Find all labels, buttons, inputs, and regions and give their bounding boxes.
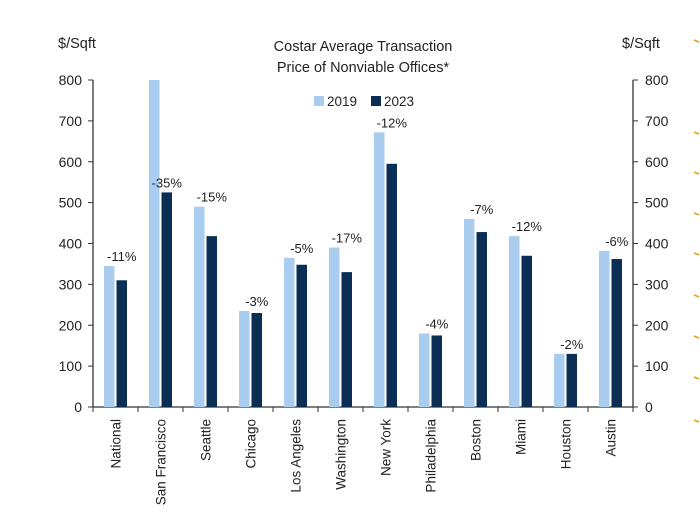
data-label: -15%	[197, 190, 228, 205]
legend-swatch-2019	[314, 96, 324, 106]
bar-2023	[521, 255, 532, 407]
edge-tick	[693, 419, 700, 423]
y-tick-label-left: 500	[59, 195, 83, 211]
data-label: -5%	[290, 241, 314, 256]
edge-tick	[693, 376, 700, 380]
data-label: -7%	[470, 202, 494, 217]
y-tick-label-right: 300	[645, 276, 669, 292]
category-labels: National San Francisco Seattle Chicago Los A…	[109, 419, 619, 506]
edge-tick	[693, 252, 700, 256]
y-tick-label-left: 200	[59, 317, 83, 333]
bar-2019	[329, 247, 340, 407]
bar-2019	[509, 236, 520, 407]
y-tick-label-left: 800	[59, 72, 83, 88]
category-label: Houston	[559, 419, 574, 469]
category-label: Los Angeles	[289, 419, 304, 493]
y-tick-label-left: 0	[74, 399, 82, 415]
bar-2019	[194, 206, 205, 407]
bar-2023	[386, 163, 397, 407]
bar-2019	[239, 310, 250, 407]
edge-tick	[693, 171, 700, 175]
category-label: Seattle	[199, 419, 214, 461]
edge-tick	[693, 131, 700, 135]
bar-2023	[431, 335, 442, 407]
bar-2019	[104, 265, 115, 407]
y-axis-unit-left: $/Sqft	[58, 36, 96, 52]
bar-2023	[251, 312, 262, 407]
category-label: New York	[379, 419, 394, 476]
bar-2019	[284, 257, 295, 407]
bar-2019	[419, 333, 430, 407]
legend: 2019 2023	[314, 94, 414, 109]
data-label: -11%	[107, 249, 137, 264]
bar-2023	[611, 259, 622, 407]
bar-2023	[476, 232, 487, 407]
y-tick-label-right: 700	[645, 113, 669, 129]
y-tick-label-left: 300	[59, 276, 83, 292]
data-label: -6%	[605, 234, 629, 249]
y-tick-label-right: 800	[645, 72, 669, 88]
category-label: Washington	[334, 419, 349, 490]
bars	[104, 80, 622, 407]
category-label: National	[109, 419, 124, 469]
y-tick-label-left: 700	[59, 113, 83, 129]
bar-2023	[296, 264, 307, 407]
y-tick-label-left: 100	[59, 358, 83, 374]
bar-2023	[161, 192, 172, 407]
y-tick-label-right: 200	[645, 317, 669, 333]
y-tick-label-left: 600	[59, 154, 83, 170]
bar-2023	[341, 272, 352, 407]
data-label: -2%	[560, 337, 584, 352]
edge-tick	[693, 212, 700, 216]
y-tick-label-right: 500	[645, 195, 669, 211]
axes: 0 0 100 100 200 200 300 300 400 400 500 500 600 600 70…	[59, 72, 669, 415]
legend-label-2023: 2023	[384, 94, 414, 109]
bar-2023	[116, 280, 127, 407]
data-label: -4%	[425, 316, 449, 331]
y-tick-label-right: 100	[645, 358, 669, 374]
legend-swatch-2023	[371, 96, 381, 106]
category-label: Chicago	[244, 419, 259, 469]
y-tick-label-left: 400	[59, 236, 83, 252]
edge-tick	[693, 39, 700, 43]
bar-2023	[566, 353, 577, 407]
category-label: Boston	[469, 419, 484, 461]
category-label: San Francisco	[154, 419, 169, 505]
chart-title-line-2: Price of Nonviable Offices*	[277, 60, 450, 76]
bar-2019	[149, 80, 160, 407]
category-label: Austin	[604, 419, 619, 457]
legend-label-2019: 2019	[327, 94, 357, 109]
data-label: -12%	[512, 219, 543, 234]
edge-tick	[693, 335, 700, 339]
y-tick-label-right: 0	[645, 399, 653, 415]
data-label: -3%	[245, 294, 269, 309]
chart-title-line-1: Costar Average Transaction	[274, 39, 453, 55]
data-label: -12%	[377, 115, 408, 130]
bar-2019	[464, 218, 475, 407]
bar-2019	[554, 353, 565, 407]
data-labels: -11% -35% -15% -3% -5% -17% -12% -4% -7% -12% -2% -…	[107, 115, 629, 352]
y-tick-label-right: 600	[645, 154, 669, 170]
category-label: Miami	[514, 419, 529, 455]
data-label: -17%	[332, 231, 363, 246]
bar-2023	[206, 236, 217, 407]
bar-2019	[599, 250, 610, 407]
category-label: Philadelphia	[424, 419, 439, 493]
bar-2019	[374, 132, 385, 407]
y-axis-unit-right: $/Sqft	[622, 36, 660, 52]
y-tick-label-right: 400	[645, 236, 669, 252]
right-edge-decoration	[693, 39, 700, 423]
data-label: -35%	[152, 175, 183, 190]
edge-tick	[693, 294, 700, 298]
